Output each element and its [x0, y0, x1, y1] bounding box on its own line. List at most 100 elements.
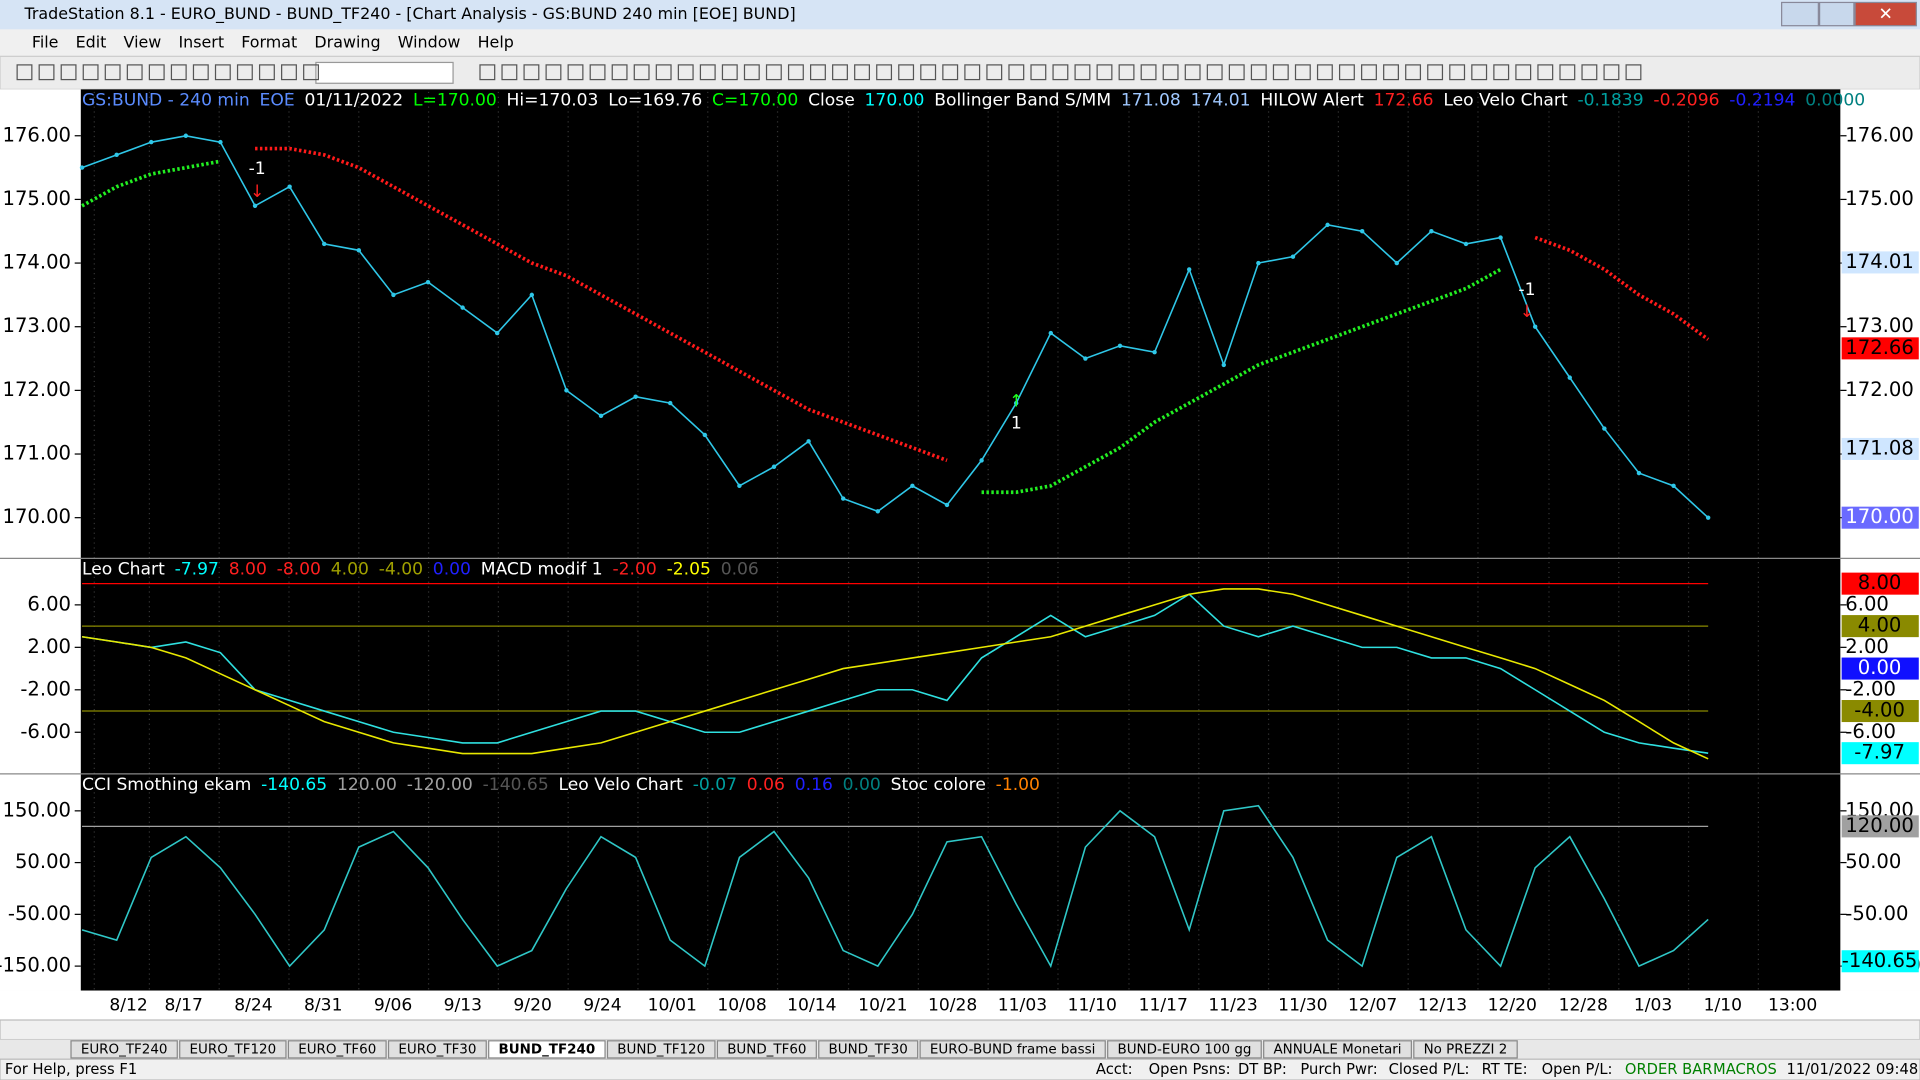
tool-icon[interactable]: [1118, 64, 1135, 81]
tool-icon[interactable]: [1405, 64, 1422, 81]
tool-icon[interactable]: [898, 64, 915, 81]
tool-icon[interactable]: [523, 64, 540, 81]
tab[interactable]: [70, 1040, 178, 1059]
close[interactable]: [1854, 1, 1917, 27]
tool-icon[interactable]: [1338, 64, 1355, 81]
tool-icon[interactable]: [258, 64, 275, 81]
tab[interactable]: [919, 1040, 1106, 1059]
tool-icon[interactable]: [721, 64, 738, 81]
tool-icon[interactable]: [479, 64, 496, 81]
tool-icon[interactable]: [1537, 64, 1554, 81]
tab-label[interactable]: BUND_TF60: [727, 1042, 806, 1057]
tool-icon[interactable]: [82, 64, 99, 81]
tool-icon[interactable]: [1272, 64, 1289, 81]
maximize[interactable]: [1818, 1, 1855, 27]
tab[interactable]: [1413, 1040, 1518, 1059]
tab[interactable]: [179, 1040, 287, 1059]
tool-icon[interactable]: [1471, 64, 1488, 81]
menu-item[interactable]: View: [124, 32, 162, 51]
tab-label[interactable]: BUND_TF30: [829, 1042, 908, 1057]
menu-item[interactable]: Insert: [178, 32, 224, 51]
tool-icon[interactable]: [1206, 64, 1223, 81]
minimize[interactable]: [1781, 1, 1819, 27]
tool-icon[interactable]: [1316, 64, 1333, 81]
tool-icon[interactable]: [1294, 64, 1311, 81]
tool-icon[interactable]: [589, 64, 606, 81]
tool-icon[interactable]: [1250, 64, 1267, 81]
tool-icon[interactable]: [920, 64, 937, 81]
menu-item[interactable]: Help: [478, 32, 514, 51]
tool-icon[interactable]: [1074, 64, 1091, 81]
menu-item[interactable]: Format: [241, 32, 297, 51]
tool-icon[interactable]: [60, 64, 77, 81]
tool-icon[interactable]: [236, 64, 253, 81]
tool-icon[interactable]: [281, 64, 297, 81]
tool-icon[interactable]: [192, 64, 209, 81]
tool-icon[interactable]: [214, 64, 231, 81]
tool-icon[interactable]: [611, 64, 628, 81]
tool-icon[interactable]: [1162, 64, 1179, 81]
tab[interactable]: [1263, 1040, 1412, 1059]
menu-item[interactable]: Drawing: [314, 32, 380, 51]
tool-icon[interactable]: [876, 64, 893, 81]
tool-icon[interactable]: [1096, 64, 1113, 81]
tool-icon[interactable]: [787, 64, 804, 81]
tab[interactable]: [1107, 1040, 1262, 1059]
tool-icon[interactable]: [16, 64, 33, 81]
tool-icon[interactable]: [1603, 64, 1620, 81]
tool-icon[interactable]: [677, 64, 694, 81]
tool-icon[interactable]: [633, 64, 650, 81]
tab-label[interactable]: EURO_TF60: [298, 1042, 376, 1057]
tab-label[interactable]: BUND_TF240: [498, 1042, 595, 1057]
tool-icon[interactable]: [743, 64, 760, 81]
tool-icon[interactable]: [1052, 64, 1069, 81]
tool-icon[interactable]: [1008, 64, 1025, 81]
tool-icon[interactable]: [545, 64, 562, 81]
tool-icon[interactable]: [1184, 64, 1201, 81]
tool-icon[interactable]: [1140, 64, 1157, 81]
menu-item[interactable]: Edit: [76, 32, 107, 51]
tab[interactable]: [606, 1040, 716, 1059]
tab-label[interactable]: ANNUALE Monetari: [1273, 1042, 1401, 1057]
combo[interactable]: [315, 61, 454, 84]
tool-icon[interactable]: [1515, 64, 1532, 81]
tool-icon[interactable]: [104, 64, 121, 81]
menu-item[interactable]: File: [32, 32, 59, 51]
tab[interactable]: [488, 1040, 606, 1059]
tab[interactable]: [387, 1040, 487, 1059]
menu-item[interactable]: Window: [398, 32, 461, 51]
tab-label[interactable]: BUND_TF120: [617, 1042, 705, 1057]
tool-icon[interactable]: [1427, 64, 1444, 81]
tab-label[interactable]: No PREZZI 2: [1424, 1042, 1508, 1057]
tool-icon[interactable]: [303, 64, 319, 81]
tool-icon[interactable]: [1493, 64, 1510, 81]
tool-icon[interactable]: [170, 64, 187, 81]
tab-label[interactable]: EURO_TF120: [190, 1042, 277, 1057]
tool-icon[interactable]: [942, 64, 959, 81]
tool-icon[interactable]: [1361, 64, 1377, 81]
tool-icon[interactable]: [567, 64, 584, 81]
tab[interactable]: [287, 1040, 387, 1059]
tool-icon[interactable]: [832, 64, 848, 81]
tool-icon[interactable]: [810, 64, 826, 81]
tab[interactable]: [716, 1040, 817, 1059]
scrollbar[interactable]: [0, 1019, 1920, 1041]
tool-icon[interactable]: [1449, 64, 1466, 81]
tab-label[interactable]: EURO_TF240: [81, 1042, 168, 1057]
tool-icon[interactable]: [1581, 64, 1598, 81]
tool-icon[interactable]: [1228, 64, 1245, 81]
tool-icon[interactable]: [1625, 64, 1642, 81]
tool-icon[interactable]: [38, 64, 55, 81]
tool-icon[interactable]: [699, 64, 716, 81]
tool-icon[interactable]: [655, 64, 672, 81]
tool-icon[interactable]: [986, 64, 1003, 81]
tab-label[interactable]: EURO_TF30: [398, 1042, 476, 1057]
tab[interactable]: [818, 1040, 919, 1059]
tool-icon[interactable]: [1383, 64, 1399, 81]
tool-icon[interactable]: [854, 64, 870, 81]
tool-icon[interactable]: [1559, 64, 1576, 81]
tool-icon[interactable]: [765, 64, 782, 81]
tab-label[interactable]: BUND-EURO 100 gg: [1117, 1042, 1251, 1057]
tool-icon[interactable]: [148, 64, 165, 81]
tab-label[interactable]: EURO-BUND frame bassi: [930, 1042, 1096, 1057]
